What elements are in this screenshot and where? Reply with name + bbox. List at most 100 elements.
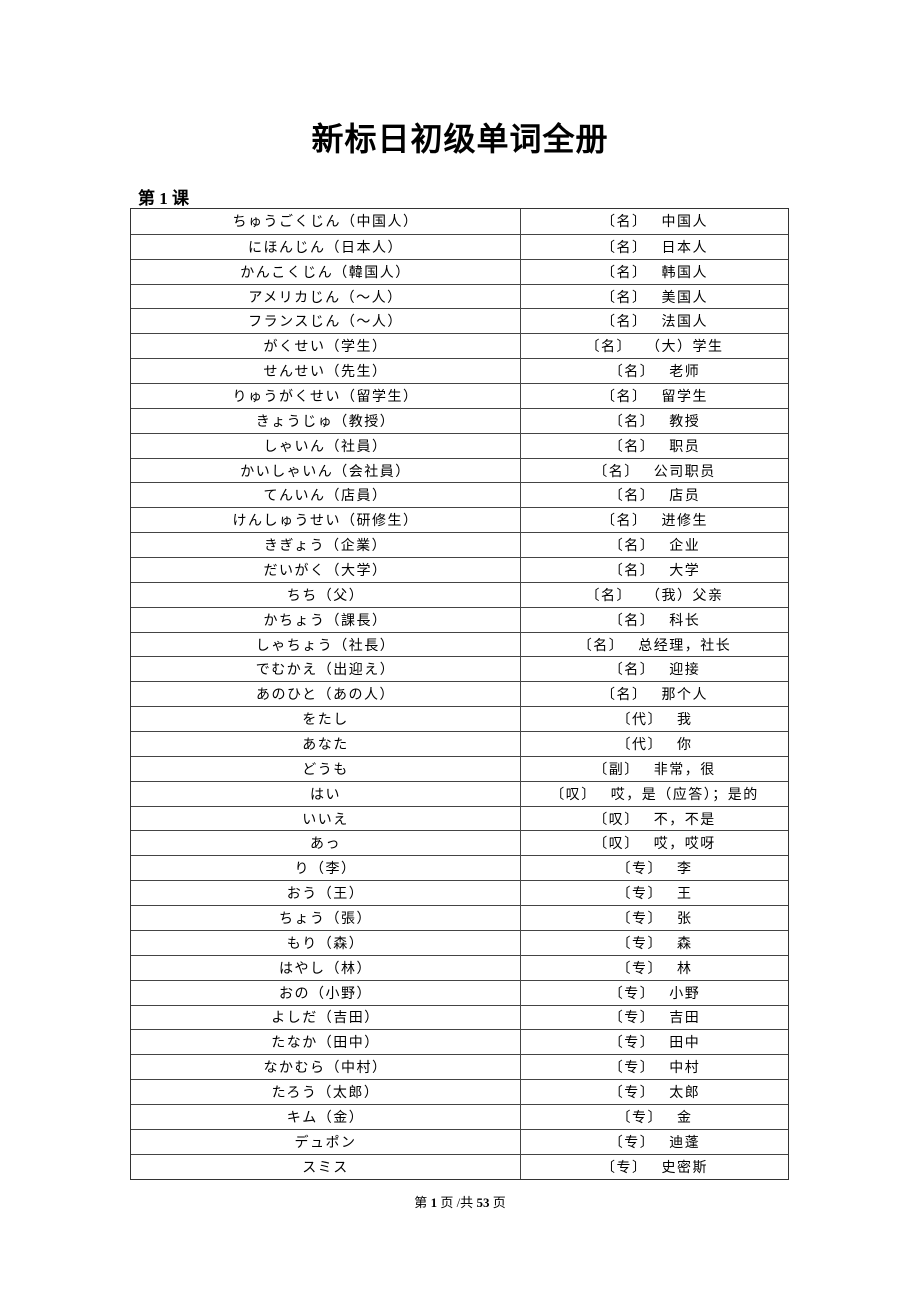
table-row: あなた 〔代〕你 xyxy=(131,731,788,756)
japanese-word-cell: あのひと（あの人） xyxy=(131,682,521,707)
chinese-meaning: 总经理，社长 xyxy=(638,638,732,654)
table-row: てんいん（店員） 〔名〕 店员 xyxy=(131,482,788,508)
japanese-word-cell: スミス xyxy=(131,1154,521,1179)
japanese-word-cell: はやし（林） xyxy=(131,955,521,980)
meaning-cell: 〔副〕 非常，很 xyxy=(521,757,788,781)
japanese-word-cell: フランスじん（～人） xyxy=(131,309,521,334)
part-of-speech: 〔叹〕 xyxy=(593,837,640,853)
chinese-meaning: 哎，哎呀 xyxy=(653,837,716,853)
japanese-word-cell: いいえ xyxy=(131,806,521,831)
table-row: もり（森） 〔专〕森 xyxy=(131,929,788,955)
chinese-meaning: 科长 xyxy=(669,613,701,629)
meaning-cell: 〔名〕 美国人 xyxy=(521,285,788,309)
table-row: スミス 〔专〕 史密斯 xyxy=(131,1153,788,1179)
table-row: せんせい（先生） 〔名〕 老师 xyxy=(131,358,788,384)
chinese-meaning: 小野 xyxy=(669,986,701,1002)
japanese-word-cell: デュポン xyxy=(131,1129,521,1154)
part-of-speech: 〔专〕 xyxy=(608,986,656,1002)
part-of-speech: 〔代〕 xyxy=(616,713,663,729)
table-row: デュポン 〔专〕 迪蓬 xyxy=(131,1128,788,1154)
part-of-speech: 〔专〕 xyxy=(616,961,663,977)
part-of-speech: 〔名〕 xyxy=(608,489,656,505)
japanese-word-cell: はい xyxy=(131,781,521,806)
meaning-cell: 〔名〕 中国人 xyxy=(521,209,788,234)
part-of-speech: 〔名〕 xyxy=(608,613,656,629)
meaning-cell: 〔名〕 职员 xyxy=(521,434,788,458)
part-of-speech: 〔专〕 xyxy=(601,1160,648,1176)
meaning-cell: 〔名〕 （我）父亲 xyxy=(521,583,788,607)
vocabulary-table: ちゅうごくじん（中国人） 〔名〕 中国人 にほんじん（日本人） 〔名〕 日本人 かんこくじん… xyxy=(130,208,789,1180)
chinese-meaning: 史密斯 xyxy=(661,1160,708,1176)
chinese-meaning: 迪蓬 xyxy=(669,1135,701,1151)
meaning-cell: 〔叹〕 不，不是 xyxy=(521,807,788,831)
part-of-speech: 〔名〕 xyxy=(601,389,648,405)
meaning-cell: 〔专〕 吉田 xyxy=(521,1006,788,1030)
japanese-word-cell: り（李） xyxy=(131,856,521,881)
chinese-meaning: 非常，很 xyxy=(653,762,716,778)
chinese-meaning: 教授 xyxy=(669,414,701,430)
table-row: おう（王） 〔专〕王 xyxy=(131,880,788,906)
part-of-speech: 〔名〕 xyxy=(608,539,656,555)
table-row: ちち（父） 〔名〕 （我）父亲 xyxy=(131,581,788,607)
meaning-cell: 〔专〕 小野 xyxy=(521,981,788,1005)
chinese-meaning: 老师 xyxy=(669,365,701,381)
part-of-speech: 〔专〕 xyxy=(608,1135,656,1151)
table-row: ちょう（張） 〔专〕张 xyxy=(131,905,788,930)
japanese-word-cell: かんこくじん（韓国人） xyxy=(131,259,521,284)
part-of-speech: 〔名〕 xyxy=(608,663,656,679)
japanese-word-cell: ちょう（張） xyxy=(131,906,521,930)
chinese-meaning: 吉田 xyxy=(669,1011,701,1027)
japanese-word-cell: をたし xyxy=(131,707,521,732)
japanese-word-cell: ちち（父） xyxy=(131,582,521,607)
japanese-word-cell: なかむら（中村） xyxy=(131,1055,521,1080)
part-of-speech: 〔专〕 xyxy=(616,862,663,878)
chinese-meaning: （我）父亲 xyxy=(646,588,724,604)
chinese-meaning: 我 xyxy=(677,713,693,729)
meaning-cell: 〔专〕 田中 xyxy=(521,1030,788,1054)
meaning-cell: 〔名〕 那个人 xyxy=(521,682,788,706)
meaning-cell: 〔代〕你 xyxy=(521,732,788,756)
japanese-word-cell: がくせい（学生） xyxy=(131,334,521,359)
japanese-word-cell: アメリカじん（～人） xyxy=(131,284,521,309)
chinese-meaning: 张 xyxy=(677,911,693,927)
part-of-speech: 〔名〕 xyxy=(601,290,648,306)
table-row: でむかえ（出迎え） 〔名〕 迎接 xyxy=(131,656,788,682)
meaning-cell: 〔专〕 史密斯 xyxy=(521,1155,788,1179)
part-of-speech: 〔名〕 xyxy=(577,638,625,654)
chinese-meaning: 金 xyxy=(677,1110,693,1126)
table-row: がくせい（学生） 〔名〕 （大）学生 xyxy=(131,333,788,359)
meaning-cell: 〔专〕 太郎 xyxy=(521,1080,788,1104)
meaning-cell: 〔名〕 科长 xyxy=(521,608,788,632)
table-row: をたし 〔代〕我 xyxy=(131,706,788,732)
chinese-meaning: 你 xyxy=(677,737,693,753)
part-of-speech: 〔名〕 xyxy=(608,365,656,381)
table-row: はい 〔叹〕 哎，是（应答）；是的 xyxy=(131,780,788,806)
japanese-word-cell: もり（森） xyxy=(131,930,521,955)
japanese-word-cell: きょうじゅ（教授） xyxy=(131,408,521,433)
chinese-meaning: 企业 xyxy=(669,539,701,555)
meaning-cell: 〔名〕 老师 xyxy=(521,359,788,383)
chinese-meaning: 那个人 xyxy=(661,688,708,704)
japanese-word-cell: ちゅうごくじん（中国人） xyxy=(131,209,521,234)
footer-prefix: 第 xyxy=(414,1195,431,1210)
chinese-meaning: 韩国人 xyxy=(661,265,708,281)
meaning-cell: 〔叹〕 哎，是（应答）；是的 xyxy=(521,782,788,806)
table-row: キム（金） 〔专〕金 xyxy=(131,1103,788,1129)
chinese-meaning: 王 xyxy=(677,887,693,903)
chinese-meaning: 李 xyxy=(677,862,693,878)
meaning-cell: 〔名〕 迎接 xyxy=(521,657,788,681)
japanese-word-cell: あなた xyxy=(131,732,521,756)
japanese-word-cell: よしだ（吉田） xyxy=(131,1005,521,1030)
part-of-speech: 〔名〕 xyxy=(601,688,648,704)
japanese-word-cell: たろう（太郎） xyxy=(131,1080,521,1104)
part-of-speech: 〔专〕 xyxy=(616,1110,663,1126)
japanese-word-cell: かちょう（課長） xyxy=(131,607,521,632)
chinese-meaning: 进修生 xyxy=(661,514,708,530)
meaning-cell: 〔名〕 进修生 xyxy=(521,508,788,532)
chinese-meaning: 日本人 xyxy=(661,240,708,256)
document-title: 新标日初级单词全册 xyxy=(311,121,609,157)
table-row: けんしゅうせい（研修生） 〔名〕 进修生 xyxy=(131,507,788,533)
meaning-cell: 〔名〕 教授 xyxy=(521,409,788,433)
part-of-speech: 〔名〕 xyxy=(601,240,648,256)
chinese-meaning: 太郎 xyxy=(669,1086,701,1101)
